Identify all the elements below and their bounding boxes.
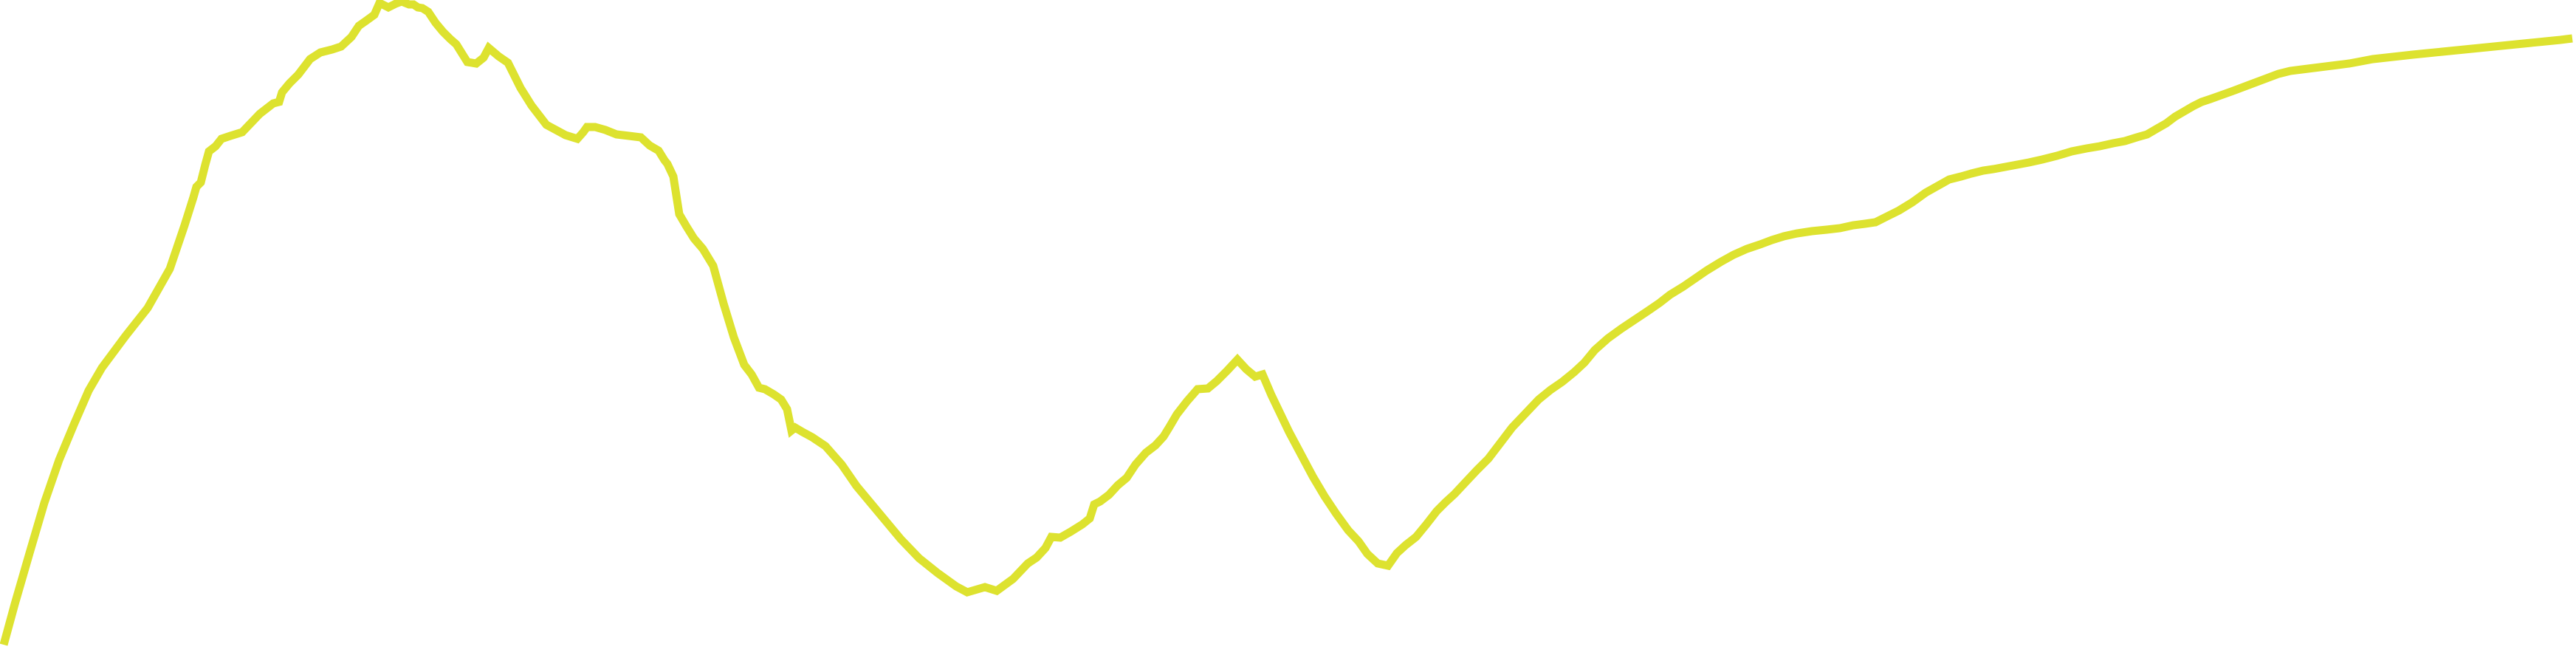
line-chart: [0, 0, 2576, 658]
series-line-1: [0, 0, 2573, 646]
series-layer: [0, 0, 2573, 646]
chart-background: [0, 0, 2576, 658]
